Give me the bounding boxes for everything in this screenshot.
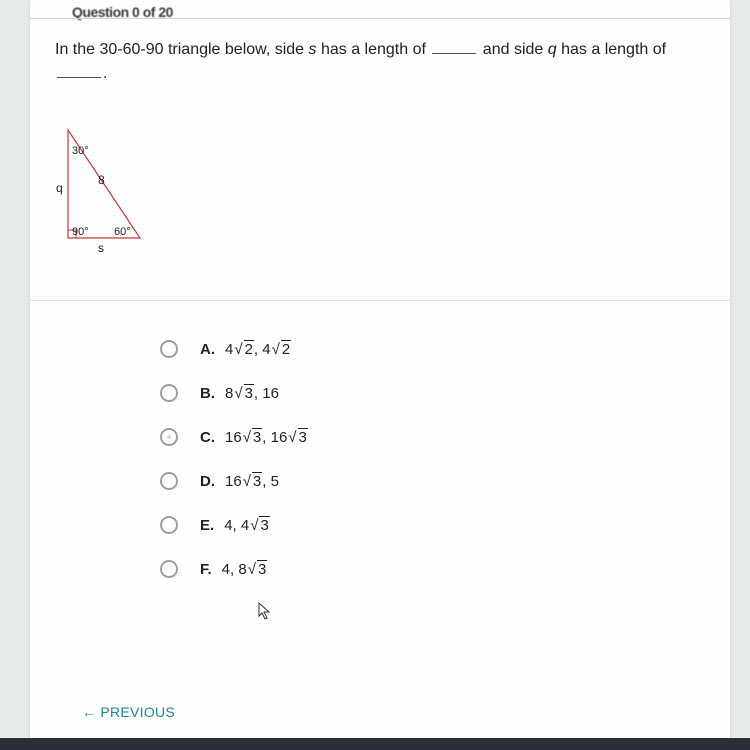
option-c-letter: C. (200, 429, 215, 446)
side-q-label: q (56, 181, 63, 195)
option-b[interactable]: B. 83, 16 (160, 384, 308, 402)
option-c-text: 163, 163 (225, 429, 308, 446)
option-f-letter: F. (200, 561, 212, 578)
quiz-page: Question 0 of 20 (30, 0, 730, 750)
blank-1 (432, 38, 476, 54)
option-d-letter: D. (200, 473, 215, 490)
option-e-text: 4, 43 (224, 517, 270, 534)
radio-d[interactable] (160, 472, 178, 490)
q-var-q: q (548, 41, 557, 58)
previous-button[interactable]: ←PREVIOUS (82, 704, 175, 720)
radio-b[interactable] (160, 384, 178, 402)
option-d[interactable]: D. 163, 5 (160, 472, 308, 490)
taskbar (0, 738, 750, 750)
q-period: . (103, 65, 107, 82)
side-s-label: s (98, 241, 104, 255)
option-f[interactable]: F. 4, 83 (160, 560, 308, 578)
option-c[interactable]: C. 163, 163 (160, 428, 308, 446)
previous-label: PREVIOUS (100, 704, 175, 720)
q-var-s: s (309, 41, 317, 58)
q-mid2: and side (478, 41, 547, 58)
radio-c[interactable] (160, 428, 178, 446)
q-prefix: In the 30-60-90 triangle below, side (55, 41, 309, 58)
question-prompt: In the 30-60-90 triangle below, side s h… (55, 38, 695, 86)
option-d-text: 163, 5 (225, 473, 279, 490)
blank-2 (57, 62, 101, 78)
arrow-left-icon: ← (82, 704, 96, 720)
option-e-letter: E. (200, 517, 214, 534)
radio-e[interactable] (160, 516, 178, 534)
angle-bl-label: 90° (72, 226, 89, 238)
divider-top (30, 18, 730, 19)
q-mid3: has a length of (557, 41, 666, 58)
option-b-letter: B. (200, 385, 215, 402)
divider-mid (30, 300, 730, 301)
angle-br-label: 60° (114, 226, 131, 238)
option-f-text: 4, 83 (222, 561, 268, 578)
option-e[interactable]: E. 4, 43 (160, 516, 308, 534)
triangle-figure: 30° 90° 60° q 8 s (54, 120, 174, 260)
option-a-text: 42, 42 (225, 341, 291, 358)
radio-f[interactable] (160, 560, 178, 578)
question-counter: Question 0 of 20 (72, 4, 700, 12)
hypotenuse-label: 8 (98, 173, 105, 187)
answer-list: A. 42, 42 B. 83, 16 C. 163, 163 D. 163, … (160, 340, 308, 604)
option-a[interactable]: A. 42, 42 (160, 340, 308, 358)
q-mid1: has a length of (317, 41, 431, 58)
option-b-text: 83, 16 (225, 385, 279, 402)
radio-a[interactable] (160, 340, 178, 358)
angle-top-label: 30° (72, 145, 89, 157)
option-a-letter: A. (200, 341, 215, 358)
